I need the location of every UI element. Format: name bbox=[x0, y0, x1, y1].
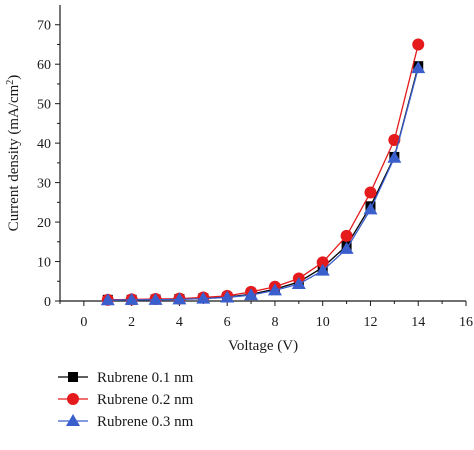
data-point bbox=[291, 277, 306, 290]
x-tick-label: 4 bbox=[176, 315, 183, 330]
legend-item: Rubrene 0.3 nm bbox=[58, 414, 194, 430]
y-tick-label: 70 bbox=[37, 19, 51, 34]
x-axis-title: Voltage (V) bbox=[228, 338, 298, 354]
data-point bbox=[124, 292, 139, 305]
data-point bbox=[100, 293, 115, 306]
x-tick-label: 12 bbox=[363, 315, 377, 330]
y-axis-title-main: Current density (mA/cm bbox=[6, 84, 22, 231]
data-point bbox=[148, 292, 163, 305]
legend-label: Rubrene 0.2 nm bbox=[97, 392, 194, 408]
legend-label: Rubrene 0.1 nm bbox=[97, 370, 194, 386]
legend-label: Rubrene 0.3 nm bbox=[97, 414, 194, 430]
data-point bbox=[412, 38, 425, 51]
series-3 bbox=[100, 61, 426, 306]
y-tick-label: 50 bbox=[37, 98, 51, 113]
y-tick-label: 60 bbox=[37, 58, 51, 73]
y-tick-label: 30 bbox=[37, 177, 51, 192]
data-point bbox=[172, 292, 187, 305]
axes: 0 2 4 6 8 10 12 14 16 0 10 20 30 40 50 60 70 bbox=[37, 5, 473, 330]
y-tick-label: 40 bbox=[37, 137, 51, 152]
legend-marker bbox=[67, 393, 79, 405]
data-point bbox=[267, 283, 282, 296]
legend-marker bbox=[66, 414, 80, 426]
series-line bbox=[107, 44, 419, 301]
data-point bbox=[364, 186, 377, 199]
x-tick-label: 8 bbox=[271, 315, 278, 330]
series-line bbox=[107, 66, 419, 301]
data-point bbox=[388, 133, 401, 146]
data-point bbox=[387, 150, 402, 163]
data-point bbox=[339, 241, 354, 254]
x-tick-label: 16 bbox=[459, 315, 473, 330]
y-tick-label: 20 bbox=[37, 216, 51, 231]
x-tick-label: 14 bbox=[411, 315, 425, 330]
legend-item: Rubrene 0.1 nm bbox=[58, 370, 194, 386]
x-tick-label: 10 bbox=[316, 315, 330, 330]
data-point bbox=[220, 290, 235, 303]
y-tick-label: 0 bbox=[44, 295, 51, 310]
data-point bbox=[196, 291, 211, 304]
series-2 bbox=[101, 38, 425, 306]
data-point bbox=[316, 256, 329, 269]
y-axis-title: Current density (mA/cm2) bbox=[5, 75, 23, 232]
plot-area bbox=[100, 38, 426, 306]
legend-marker bbox=[68, 372, 78, 382]
y-tick-label: 10 bbox=[37, 256, 51, 271]
data-point bbox=[244, 288, 259, 301]
x-tick-label: 0 bbox=[80, 315, 87, 330]
data-point bbox=[363, 202, 378, 215]
data-point bbox=[315, 263, 330, 276]
legend-item: Rubrene 0.2 nm bbox=[58, 392, 194, 408]
legend: Rubrene 0.1 nm Rubrene 0.2 nm Rubrene 0.3 … bbox=[58, 370, 194, 430]
x-tick-label: 6 bbox=[224, 315, 231, 330]
data-point bbox=[411, 61, 426, 74]
data-point bbox=[340, 229, 353, 242]
x-tick-label: 2 bbox=[128, 315, 135, 330]
series-line bbox=[107, 67, 419, 301]
y-axis-title-end: ) bbox=[6, 75, 22, 80]
y-axis-title-superscript: 2 bbox=[5, 80, 16, 85]
